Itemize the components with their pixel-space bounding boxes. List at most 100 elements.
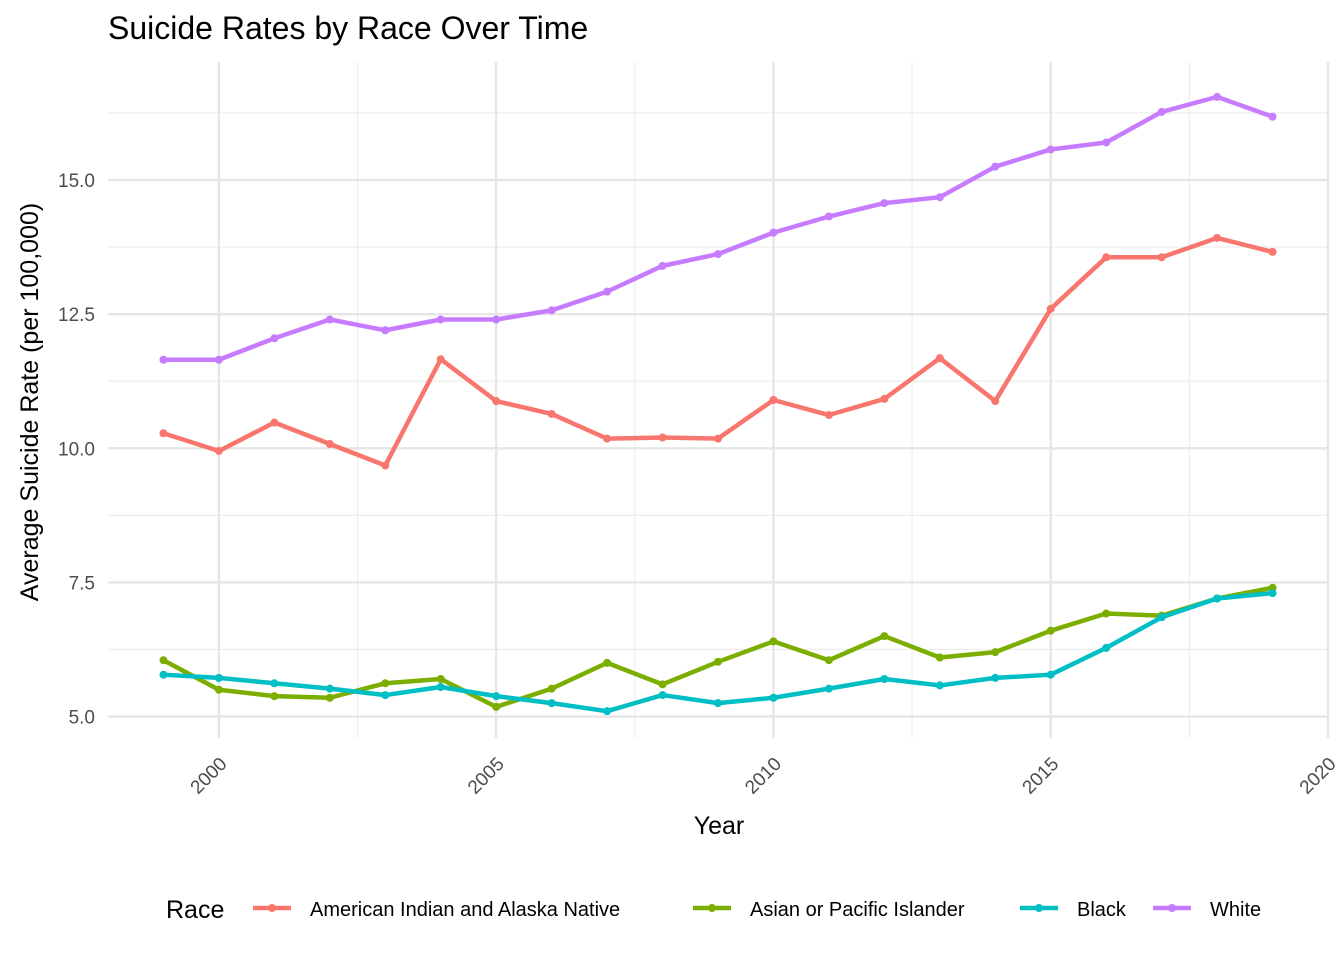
data-point — [1157, 107, 1166, 116]
data-point — [769, 396, 778, 404]
data-point — [214, 355, 223, 364]
data-point — [603, 434, 612, 443]
data-point — [159, 670, 168, 679]
data-point — [1046, 670, 1055, 679]
data-point — [270, 418, 279, 427]
data-point — [325, 315, 334, 324]
legend-key-point — [1035, 904, 1043, 912]
data-point — [1213, 92, 1222, 101]
data-point — [159, 429, 168, 438]
data-point — [1268, 247, 1277, 256]
data-point — [991, 648, 1000, 657]
data-point — [769, 693, 778, 702]
series-line — [162, 235, 1274, 468]
data-point — [991, 673, 1000, 682]
x-axis-title: Year — [694, 812, 745, 840]
data-point — [381, 461, 390, 470]
data-point — [1268, 112, 1277, 121]
data-point — [436, 315, 445, 324]
series-2 — [159, 589, 1277, 716]
data-point — [714, 699, 722, 708]
data-point — [492, 397, 501, 406]
legend-item: White — [1153, 899, 1261, 921]
data-point — [270, 334, 279, 343]
chart-title: Suicide Rates by Race Over Time — [108, 10, 588, 46]
data-point — [159, 355, 168, 364]
data-point — [935, 193, 944, 202]
data-point — [214, 446, 223, 455]
data-point — [1046, 626, 1055, 635]
data-point — [769, 228, 778, 237]
x-tick-label: 2000 — [187, 754, 232, 799]
y-tick-label: 15.0 — [58, 171, 95, 192]
legend-title: Race — [166, 896, 224, 924]
data-point — [880, 674, 889, 683]
data-point — [547, 699, 556, 708]
y-axis-title: Average Suicide Rate (per 100,000) — [16, 203, 44, 601]
y-tick-label: 12.5 — [58, 305, 95, 326]
data-point — [381, 326, 390, 335]
legend-key-point — [268, 904, 276, 912]
data-point — [159, 656, 168, 665]
data-point — [824, 684, 833, 693]
legend-item: Asian or Pacific Islander — [693, 899, 965, 921]
data-point — [824, 656, 833, 665]
legend-label: Black — [1077, 899, 1127, 921]
data-point — [1046, 304, 1055, 313]
y-tick-label: 5.0 — [69, 708, 95, 729]
data-point — [880, 394, 889, 403]
data-point — [270, 692, 279, 701]
data-point — [214, 685, 223, 694]
data-point — [1102, 609, 1111, 618]
data-point — [1157, 253, 1166, 262]
data-point — [436, 674, 445, 683]
data-point — [603, 658, 612, 667]
data-point — [1157, 613, 1166, 622]
series-3 — [159, 92, 1277, 364]
data-point — [547, 684, 556, 693]
x-tick-label: 2010 — [741, 754, 786, 799]
legend-label: Asian or Pacific Islander — [750, 899, 965, 921]
data-point — [492, 702, 501, 711]
data-point — [603, 287, 612, 296]
data-point — [1268, 589, 1277, 598]
data-point — [1213, 594, 1222, 603]
data-point — [381, 691, 390, 700]
legend-label: American Indian and Alaska Native — [310, 899, 620, 921]
data-point — [935, 681, 944, 690]
data-point — [325, 693, 334, 702]
series-lines — [159, 92, 1277, 716]
x-tick-label: 2015 — [1019, 754, 1064, 799]
data-point — [492, 692, 501, 701]
data-point — [1102, 643, 1111, 652]
data-point — [991, 162, 1000, 171]
data-point — [436, 355, 445, 364]
data-point — [658, 691, 667, 700]
data-point — [935, 653, 944, 662]
data-point — [714, 657, 722, 666]
data-point — [1102, 138, 1111, 147]
data-point — [824, 212, 833, 221]
y-axis-ticks: 5.0 7.5 10.0 12.5 15.0 — [58, 171, 95, 729]
legend-key-point — [1168, 904, 1176, 912]
data-point — [714, 250, 722, 259]
data-point — [1046, 145, 1055, 154]
data-point — [325, 439, 334, 448]
data-point — [658, 433, 667, 442]
x-tick-label: 2020 — [1296, 754, 1341, 799]
data-point — [325, 684, 334, 693]
legend-key-point — [708, 904, 716, 912]
data-point — [270, 679, 279, 688]
grid-lines — [108, 62, 1330, 738]
legend-item: Black — [1020, 899, 1127, 921]
data-point — [1213, 233, 1222, 242]
data-point — [436, 683, 445, 692]
data-point — [1102, 253, 1111, 262]
x-tick-label: 2005 — [464, 754, 509, 799]
y-tick-label: 7.5 — [69, 573, 95, 594]
data-point — [547, 409, 556, 418]
y-tick-label: 10.0 — [58, 439, 95, 460]
data-point — [769, 637, 778, 646]
legend: Race American Indian and Alaska Native As… — [166, 896, 1261, 924]
